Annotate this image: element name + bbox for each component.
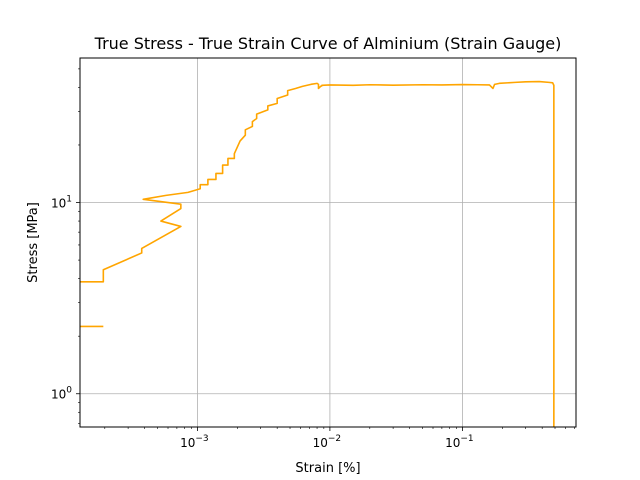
x-tick-label: 10−1 [445,434,474,450]
y-tick-label: 100 [51,386,72,402]
series-line-segment [80,80,555,427]
chart-title: True Stress - True Strain Curve of Almin… [94,34,562,53]
x-tick-label: 10−3 [180,434,209,450]
plot-area [80,80,555,427]
y-tick-label: 101 [51,195,72,211]
y-axis-label: Stress [MPa] [26,202,41,283]
axis-ticks: 10−3 10−2 10−1 100 101 [51,68,575,450]
x-tick-label: 10−2 [313,434,342,450]
x-axis-label: Strain [%] [295,461,360,476]
axes-frame [79,57,577,428]
